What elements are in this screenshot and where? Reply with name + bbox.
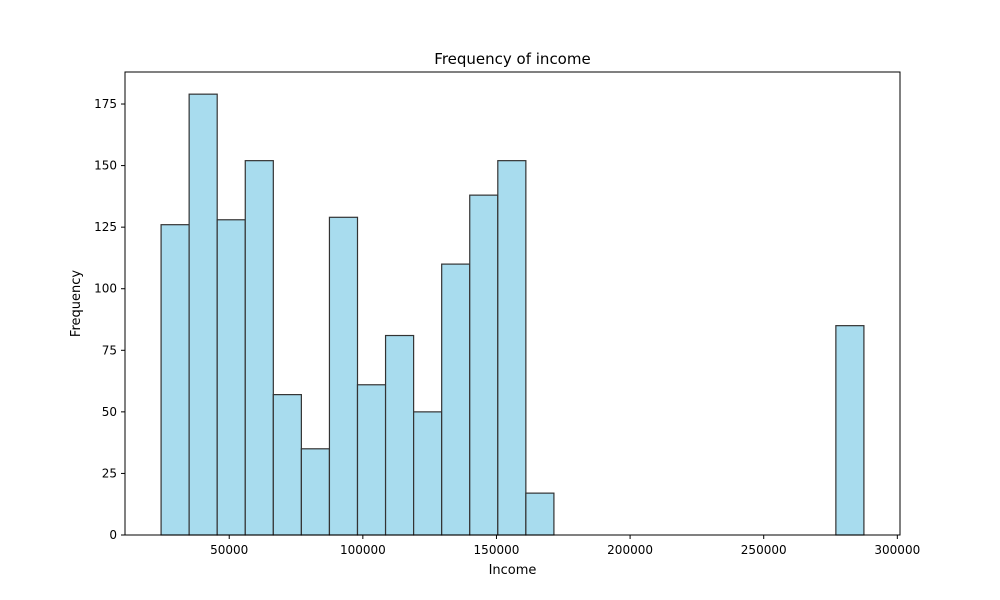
- x-axis-title: Income: [489, 563, 537, 578]
- histogram-bar-14: [525, 492, 555, 536]
- histogram-bar-6: [300, 448, 331, 536]
- histogram-bar-7: [328, 216, 359, 536]
- histogram-bar-15: [835, 325, 865, 536]
- y-tick-label: 100: [94, 282, 117, 296]
- histogram-bar-13: [497, 160, 527, 536]
- histogram-bar-3: [216, 219, 246, 536]
- histogram-bar-10: [413, 411, 443, 536]
- y-axis-title: Frequency: [69, 270, 84, 337]
- y-tick-label: 25: [102, 466, 117, 480]
- histogram-bar-5: [272, 394, 302, 536]
- x-tick-label: 150000: [474, 543, 520, 557]
- y-tick-label: 50: [102, 405, 117, 419]
- y-tick-label: 0: [109, 528, 117, 542]
- y-tick-label: 125: [94, 220, 117, 234]
- x-tick-label: 100000: [340, 543, 386, 557]
- x-tick-label: 250000: [741, 543, 787, 557]
- y-tick-label: 150: [94, 159, 117, 173]
- histogram-bar-4: [244, 160, 274, 536]
- x-tick-label: 300000: [874, 543, 920, 557]
- histogram-bar-12: [469, 194, 499, 536]
- y-axis: 0 25 50 75 100 125 150 175: [94, 97, 125, 542]
- bars-layer: [160, 93, 865, 536]
- histogram-bar-9: [384, 334, 415, 536]
- y-tick-label: 175: [94, 97, 117, 111]
- histogram-bar-1: [160, 224, 190, 536]
- chart-title: Frequency of income: [434, 50, 590, 68]
- x-axis: 50000 100000 150000 200000 250000 300000: [210, 535, 920, 557]
- x-tick-label: 200000: [607, 543, 653, 557]
- x-tick-label: 50000: [210, 543, 248, 557]
- histogram-bar-2: [188, 93, 218, 536]
- y-tick-label: 75: [102, 343, 117, 357]
- histogram-bar-8: [356, 384, 387, 536]
- histogram-bar-11: [441, 263, 471, 536]
- plot-area-frame: [124, 71, 901, 536]
